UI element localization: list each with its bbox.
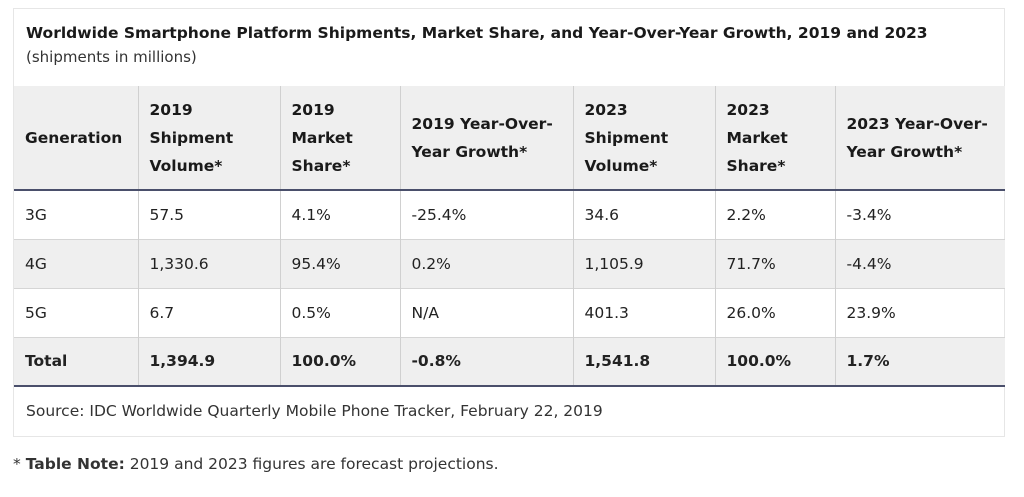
column-header: 2019 Year-Over-Year Growth* (399, 86, 573, 191)
table-cell: Total (25, 352, 68, 371)
table-cell: 0.2% (399, 239, 573, 288)
table-cell: -3.4% (834, 190, 1005, 239)
table-container: Worldwide Smartphone Platform Shipments,… (13, 8, 1005, 437)
table-cell: N/A (399, 288, 573, 337)
table-subtitle: (shipments in millions) (26, 48, 197, 66)
header-row: Generation 2019 Shipment Volume* 2019 Mark… (14, 86, 1005, 191)
table-cell: 71.7% (714, 239, 835, 288)
total-row: Total 1,394.9 100.0% -0.8% 1,541.8 100.0% 1.7% (14, 337, 1005, 386)
table-cell: 23.9% (834, 288, 1005, 337)
table-cell: 401.3 (572, 288, 715, 337)
column-header: 2023 Shipment Volume* (572, 86, 715, 191)
table-cell: 6.7 (137, 288, 280, 337)
table-cell: 1,394.9 (137, 337, 280, 386)
note-label: Table Note: (25, 455, 125, 473)
column-header: 2023 Market Share* (714, 86, 835, 191)
table-cell: 0.5% (279, 288, 400, 337)
table-note: * Table Note: 2019 and 2023 figures are … (13, 455, 499, 473)
column-header: 2023 Year-Over-Year Growth* (834, 86, 1005, 191)
table-row: 5G 6.7 0.5% N/A 401.3 26.0% 23.9% (14, 288, 1005, 337)
table-cell: 2.2% (714, 190, 835, 239)
table-cell: 57.5 (137, 190, 280, 239)
table-cell: 1,330.6 (137, 239, 280, 288)
table-cell: -4.4% (834, 239, 1005, 288)
table-cell: 26.0% (714, 288, 835, 337)
table-cell: 4.1% (279, 190, 400, 239)
table-title: Worldwide Smartphone Platform Shipments,… (26, 24, 928, 42)
table-cell: 4G (25, 254, 47, 273)
source-text: Source: IDC Worldwide Quarterly Mobile P… (26, 402, 603, 420)
column-header: Generation (14, 86, 138, 191)
table-row: 4G 1,330.6 95.4% 0.2% 1,105.9 71.7% -4.4% (14, 239, 1005, 288)
table-cell: -0.8% (399, 337, 573, 386)
table-cell: 1.7% (834, 337, 1005, 386)
table-cell: 100.0% (714, 337, 835, 386)
table-cell: 34.6 (572, 190, 715, 239)
table-cell: 100.0% (279, 337, 400, 386)
column-header: 2019 Market Share* (279, 86, 400, 191)
table-cell: 3G (25, 205, 47, 224)
note-prefix: * (13, 455, 26, 473)
table-cell: 1,105.9 (572, 239, 715, 288)
table-caption: Worldwide Smartphone Platform Shipments,… (14, 9, 1004, 86)
table-cell: -25.4% (399, 190, 573, 239)
data-table: Generation 2019 Shipment Volume* 2019 Mark… (14, 86, 1005, 387)
table-cell: 1,541.8 (572, 337, 715, 386)
table-row: 3G 57.5 4.1% -25.4% 34.6 2.2% -3.4% (14, 190, 1005, 239)
note-text: 2019 and 2023 figures are forecast proje… (124, 455, 499, 473)
column-header: 2019 Shipment Volume* (137, 86, 280, 191)
table-cell: 5G (25, 303, 47, 322)
table-cell: 95.4% (279, 239, 400, 288)
